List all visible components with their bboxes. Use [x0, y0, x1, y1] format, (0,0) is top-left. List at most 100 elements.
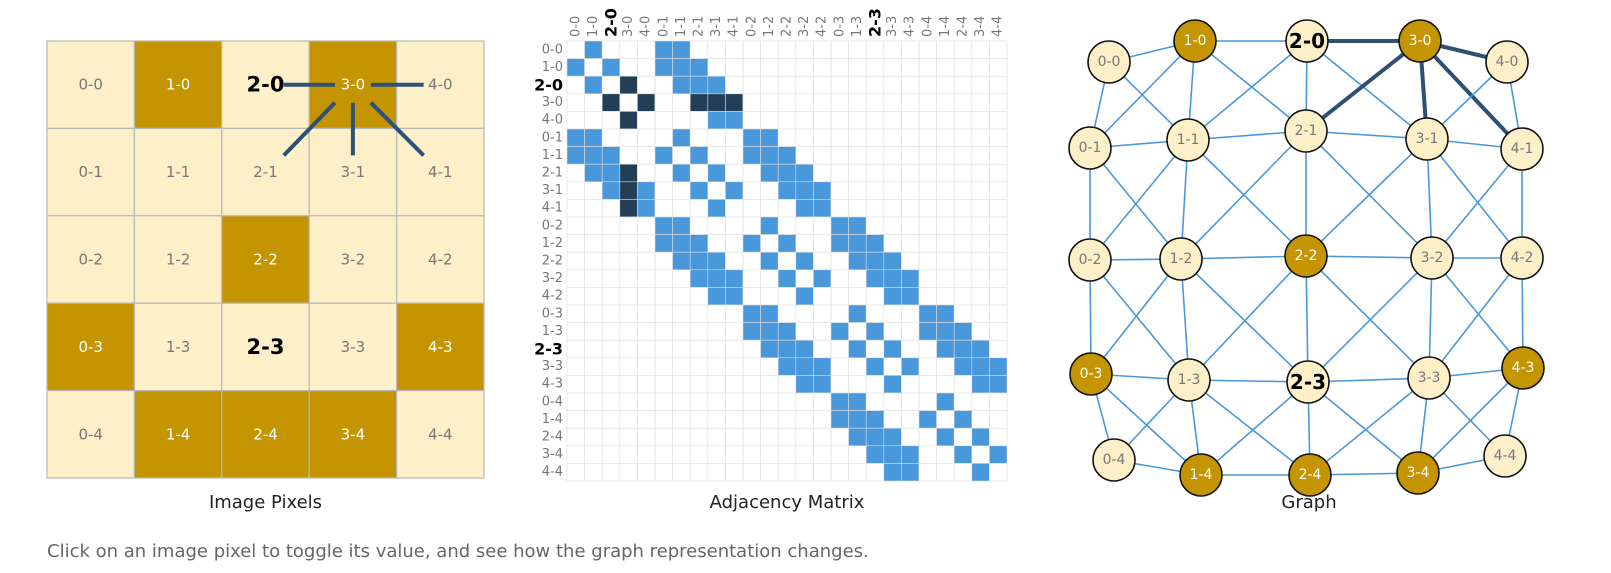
- matrix-cell-3-2_4-1: [725, 269, 744, 288]
- pixel-label-0-2: 0-2: [78, 251, 103, 269]
- pixel-0-1[interactable]: [46, 127, 136, 217]
- matrix-cell-1-4_4-2: [813, 410, 832, 429]
- matrix-cell-1-4_1-4: [936, 410, 955, 429]
- matrix-cell-1-2_0-0: [566, 234, 585, 253]
- matrix-cell-3-1_1-3: [848, 181, 867, 200]
- pixel-label-4-3: 4-3: [428, 338, 453, 356]
- matrix-cell-1-2_1-3: [848, 234, 867, 253]
- matrix-cell-4-0_3-0: [619, 111, 638, 130]
- matrix-cell-1-3_4-4: [989, 322, 1008, 341]
- matrix-cell-0-0_3-4: [971, 40, 990, 59]
- pixel-0-0[interactable]: [46, 40, 136, 130]
- matrix-cell-4-2_1-2: [760, 287, 779, 306]
- matrix-cell-1-3_3-2: [795, 322, 814, 341]
- matrix-cell-4-4_2-3: [865, 463, 885, 482]
- matrix-cell-3-0_3-4: [971, 93, 990, 112]
- pixel-2-2[interactable]: [221, 215, 310, 304]
- matrix-cell-0-4_1-4: [936, 392, 955, 411]
- matrix-cell-4-4_2-0: [601, 463, 621, 482]
- matrix-cell-4-0_1-4: [936, 111, 955, 130]
- matrix-cell-0-3_4-0: [637, 304, 656, 323]
- matrix-cell-0-3_3-4: [971, 304, 990, 323]
- pixel-0-4[interactable]: [46, 390, 136, 479]
- matrix-cell-4-3_3-0: [619, 375, 638, 394]
- graph-node-label-0-4: 0-4: [1103, 452, 1126, 468]
- matrix-cell-3-3_2-2: [777, 357, 797, 376]
- matrix-cell-3-1_0-0: [566, 181, 585, 200]
- matrix-cell-3-0_0-3: [830, 93, 849, 112]
- graph-edge-4-2_3-3: [1428, 257, 1523, 379]
- pixel-4-4[interactable]: [396, 390, 485, 479]
- pixel-4-3[interactable]: [396, 302, 485, 392]
- matrix-cell-1-1_1-2: [760, 146, 779, 165]
- graph-edge-2-0_1-1: [1187, 40, 1308, 141]
- matrix-cell-1-2_1-2: [760, 234, 779, 253]
- pixel-label-0-4: 0-4: [78, 425, 103, 443]
- pixel-2-3[interactable]: [221, 302, 310, 392]
- matrix-cell-0-1_3-3: [883, 128, 902, 147]
- matrix-cell-3-3_1-2: [760, 357, 779, 376]
- matrix-cell-0-2_0-1: [654, 216, 673, 235]
- matrix-cell-1-1_2-3: [865, 146, 885, 165]
- pixel-0-3[interactable]: [46, 302, 136, 392]
- matrix-col-label-4-0: 4-0: [639, 16, 654, 37]
- matrix-cell-0-3_2-2: [777, 304, 797, 323]
- matrix-cell-0-4_0-2: [742, 392, 761, 411]
- matrix-cell-4-2_4-0: [637, 287, 656, 306]
- pixel-1-3[interactable]: [133, 302, 223, 392]
- graph-edge-1-1_2-2: [1187, 139, 1307, 257]
- pixel-3-2[interactable]: [308, 215, 398, 304]
- matrix-cell-3-1_2-2: [777, 181, 797, 200]
- matrix-cell-3-0_2-2: [777, 93, 797, 112]
- graph-node-label-1-4: 1-4: [1190, 467, 1213, 483]
- matrix-cell-3-1_4-1: [725, 181, 744, 200]
- matrix-cell-1-1_4-2: [813, 146, 832, 165]
- matrix-cell-0-2_2-4: [953, 216, 973, 235]
- matrix-cell-1-3_4-3: [901, 322, 920, 341]
- matrix-cell-1-4_2-1: [689, 410, 709, 429]
- pixel-4-2[interactable]: [396, 215, 485, 304]
- pixel-label-2-1: 2-1: [253, 163, 278, 181]
- matrix-cell-2-0_3-3: [883, 75, 902, 95]
- matrix-cell-3-1_3-3: [883, 181, 902, 200]
- matrix-cell-1-3_2-4: [953, 322, 973, 341]
- matrix-cell-4-0_1-1: [672, 111, 691, 130]
- matrix-cell-0-0_0-4: [918, 40, 937, 59]
- graph-node-0-3: [1069, 352, 1113, 396]
- matrix-cell-4-4_1-0: [584, 463, 603, 482]
- matrix-cell-0-4_1-0: [584, 392, 603, 411]
- image-pixels-grid[interactable]: 0-0 1-0 2-0 3-0 4-0 0-1 1-1 2-1 3-1 4-1 0-2 1-2 2-2 3…: [0, 0, 520, 500]
- matrix-cell-3-0_1-0: [584, 93, 603, 112]
- matrix-row-label-2-4: 2-4: [542, 430, 563, 445]
- matrix-cell-1-1_0-0: [566, 146, 585, 165]
- matrix-cell-0-3_3-1: [707, 304, 726, 323]
- matrix-cell-4-0_0-2: [742, 111, 761, 130]
- matrix-cell-0-2_2-3: [865, 216, 885, 235]
- graph-edge-3-2_4-3: [1431, 257, 1524, 369]
- pixel-1-4[interactable]: [133, 390, 223, 479]
- graph-node-0-0: [1087, 40, 1131, 84]
- matrix-cell-4-1_2-1: [689, 199, 709, 218]
- matrix-cell-4-3_1-4: [936, 375, 955, 394]
- matrix-cell-3-0_2-3: [865, 93, 885, 112]
- matrix-cell-3-1_0-2: [742, 181, 761, 200]
- matrix-cell-1-0_1-2: [760, 58, 779, 77]
- matrix-cell-3-0_3-0: [619, 93, 638, 112]
- matrix-cell-1-4_4-4: [989, 410, 1008, 429]
- matrix-cell-0-4_3-0: [619, 392, 638, 411]
- matrix-cell-4-2_4-2: [813, 287, 832, 306]
- graph-node-1-3: [1167, 358, 1211, 402]
- pixel-3-3[interactable]: [308, 302, 398, 392]
- pixel-1-0[interactable]: [133, 40, 223, 130]
- pixel-1-2[interactable]: [133, 215, 223, 304]
- matrix-cell-2-1_3-0: [619, 163, 638, 183]
- pixel-2-4[interactable]: [221, 390, 310, 479]
- matrix-cell-1-4_1-0: [584, 410, 603, 429]
- matrix-cell-3-0_1-2: [760, 93, 779, 112]
- matrix-cell-0-0_1-3: [848, 40, 867, 59]
- matrix-cell-4-3_0-4: [918, 375, 937, 394]
- matrix-cell-4-4_2-4: [953, 463, 973, 482]
- matrix-cell-1-3_3-1: [707, 322, 726, 341]
- matrix-cell-2-4_4-1: [725, 427, 744, 447]
- matrix-cell-1-2_1-0: [584, 234, 603, 253]
